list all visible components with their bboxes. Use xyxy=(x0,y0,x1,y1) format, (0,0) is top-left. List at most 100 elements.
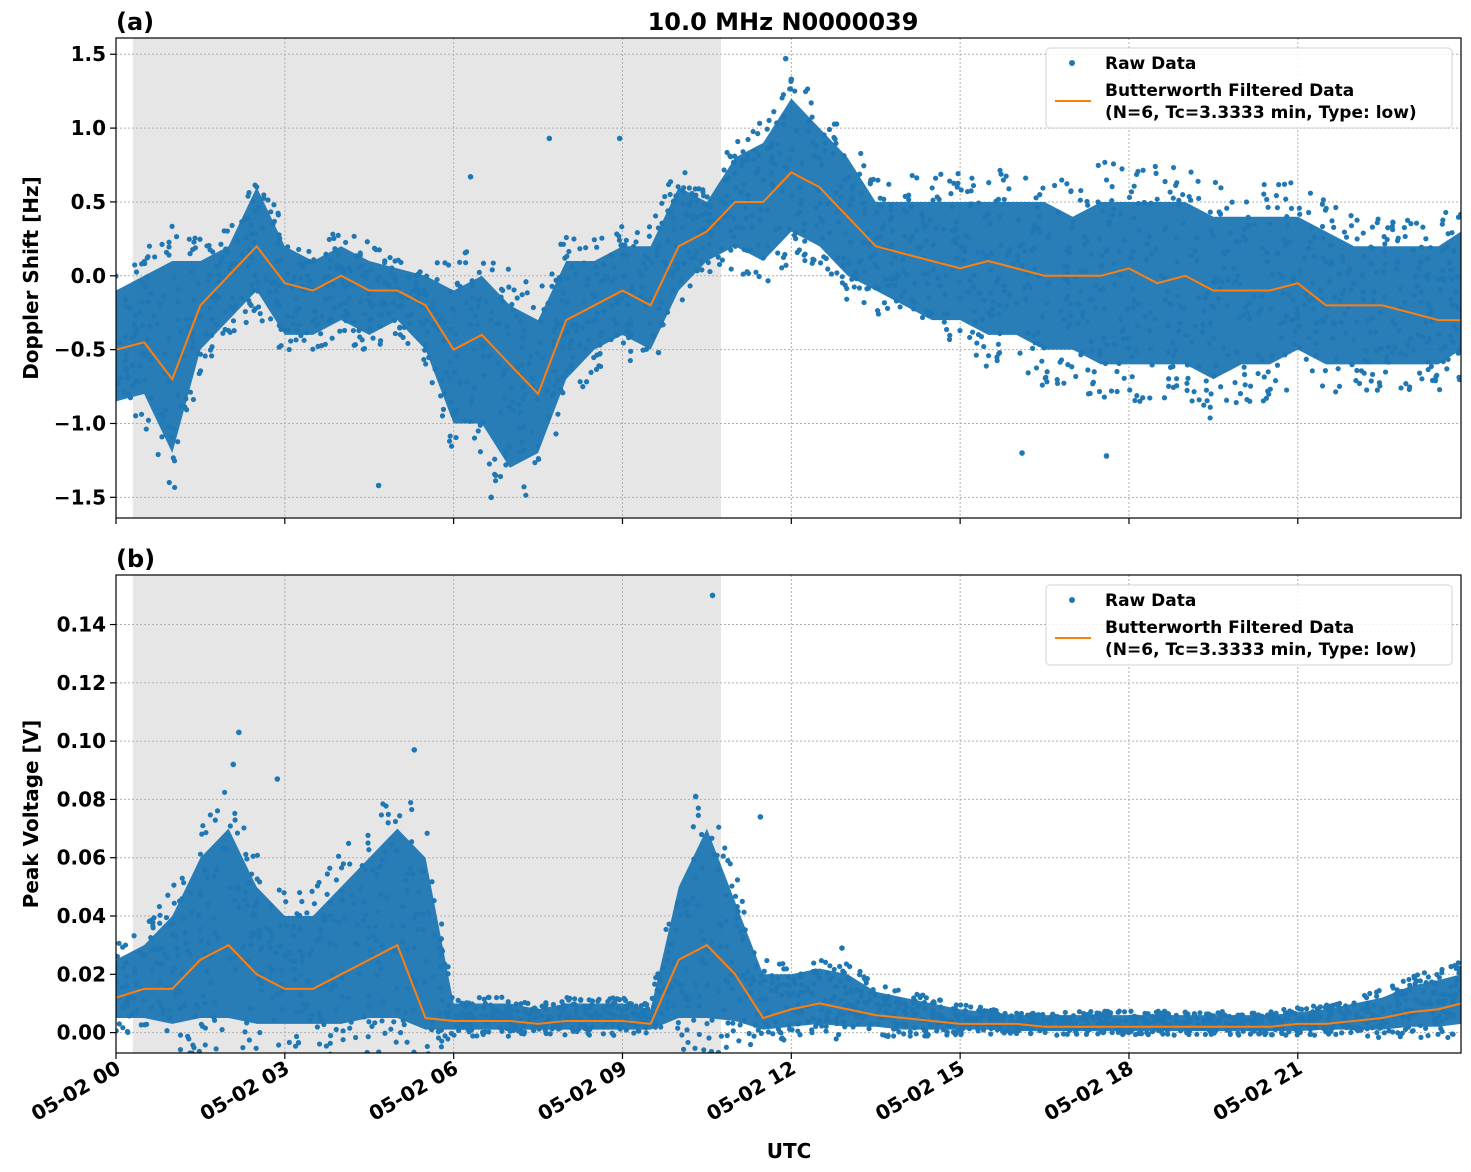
raw-data-point xyxy=(497,1024,503,1031)
raw-data-point xyxy=(813,222,819,228)
raw-data-point xyxy=(1183,332,1189,338)
raw-data-point xyxy=(734,224,740,231)
raw-data-point xyxy=(1202,1031,1208,1037)
raw-data-point xyxy=(1303,356,1309,362)
raw-data-point xyxy=(1274,205,1280,211)
raw-data-point xyxy=(628,1001,634,1007)
raw-data-point xyxy=(1390,220,1396,226)
raw-data-point xyxy=(593,316,599,322)
raw-data-point xyxy=(1043,374,1049,380)
raw-data-point xyxy=(561,331,567,337)
raw-data-point xyxy=(116,273,119,279)
raw-data-point xyxy=(310,346,316,352)
raw-data-point xyxy=(1292,328,1298,334)
raw-data-point xyxy=(1308,239,1314,245)
raw-data-point xyxy=(1212,275,1218,281)
raw-data-point xyxy=(994,1027,1000,1033)
raw-data-point xyxy=(1307,1031,1314,1037)
raw-data-point xyxy=(222,789,228,795)
raw-data-point xyxy=(758,980,764,986)
raw-data-point xyxy=(707,211,713,218)
raw-data-point xyxy=(1317,288,1323,294)
raw-data-point xyxy=(886,181,892,187)
raw-data-point xyxy=(1343,234,1350,240)
raw-data-point xyxy=(250,288,256,294)
raw-data-point xyxy=(828,271,835,277)
raw-data-point xyxy=(248,942,254,948)
raw-data-point xyxy=(872,260,878,267)
raw-data-point xyxy=(1407,982,1413,988)
raw-data-point xyxy=(1267,221,1273,227)
raw-data-point xyxy=(1453,289,1459,295)
raw-data-point xyxy=(557,277,564,284)
raw-data-point xyxy=(309,1012,316,1018)
raw-data-point xyxy=(758,973,765,979)
raw-data-point xyxy=(1203,387,1210,393)
raw-data-point xyxy=(492,478,499,484)
raw-data-point xyxy=(1096,388,1103,395)
raw-data-point xyxy=(736,1038,742,1044)
raw-data-point xyxy=(498,410,504,416)
raw-data-point xyxy=(742,205,749,211)
raw-data-point xyxy=(157,301,163,307)
raw-data-point xyxy=(193,1001,200,1008)
raw-data-point xyxy=(1360,289,1366,295)
raw-data-point xyxy=(1429,979,1435,985)
raw-data-point xyxy=(283,953,289,959)
raw-data-point xyxy=(817,260,824,266)
raw-data-point xyxy=(357,250,363,256)
raw-data-point xyxy=(266,939,273,945)
raw-data-point xyxy=(155,451,161,458)
raw-data-point xyxy=(953,225,959,231)
raw-data-point xyxy=(979,316,985,323)
raw-data-point xyxy=(290,932,296,938)
raw-data-point xyxy=(1319,383,1326,389)
raw-data-point xyxy=(902,233,908,240)
axes-frame xyxy=(115,574,1462,1054)
raw-data-point xyxy=(770,974,776,980)
raw-data-point xyxy=(579,325,586,331)
raw-data-point xyxy=(1439,1018,1445,1024)
raw-data-point xyxy=(903,209,909,215)
raw-data-point xyxy=(730,1028,736,1034)
raw-data-point xyxy=(235,238,241,245)
raw-data-point xyxy=(913,1031,919,1037)
raw-data-point xyxy=(317,1014,324,1021)
raw-data-point xyxy=(1379,1021,1386,1027)
raw-data-point xyxy=(563,234,569,241)
raw-data-point xyxy=(376,864,382,871)
raw-data-point xyxy=(347,861,353,867)
raw-data-point xyxy=(761,968,767,974)
raw-data-point xyxy=(526,1017,533,1023)
raw-data-point xyxy=(389,265,395,271)
raw-data-point xyxy=(1425,1033,1431,1039)
raw-data-point xyxy=(1284,214,1290,220)
raw-data-point xyxy=(1269,1017,1275,1023)
raw-data-point xyxy=(248,231,254,237)
raw-data-point xyxy=(243,851,249,857)
raw-data-point xyxy=(297,926,304,932)
raw-data-point xyxy=(930,1007,936,1013)
raw-data-point xyxy=(246,1005,252,1011)
raw-data-point xyxy=(229,222,235,229)
x-tick-label: 05-02 12 xyxy=(702,1056,800,1126)
raw-data-point xyxy=(398,259,404,266)
raw-data-point xyxy=(908,234,914,240)
raw-data-point xyxy=(955,1016,962,1022)
raw-data-point xyxy=(1294,305,1300,311)
raw-data-point xyxy=(1412,981,1418,987)
raw-data-point xyxy=(1220,345,1227,351)
raw-data-point xyxy=(1311,234,1318,240)
raw-data-point xyxy=(1436,331,1442,338)
raw-data-point xyxy=(718,943,724,950)
raw-data-point xyxy=(1025,370,1031,376)
raw-data-point xyxy=(910,1013,916,1019)
raw-data-point xyxy=(1196,397,1202,403)
raw-data-point xyxy=(476,995,482,1001)
raw-data-point xyxy=(1419,376,1425,382)
raw-data-point xyxy=(1323,205,1329,211)
raw-data-point xyxy=(696,229,702,236)
raw-data-point xyxy=(878,203,884,210)
raw-data-point xyxy=(1427,245,1434,251)
raw-data-point xyxy=(704,948,710,954)
